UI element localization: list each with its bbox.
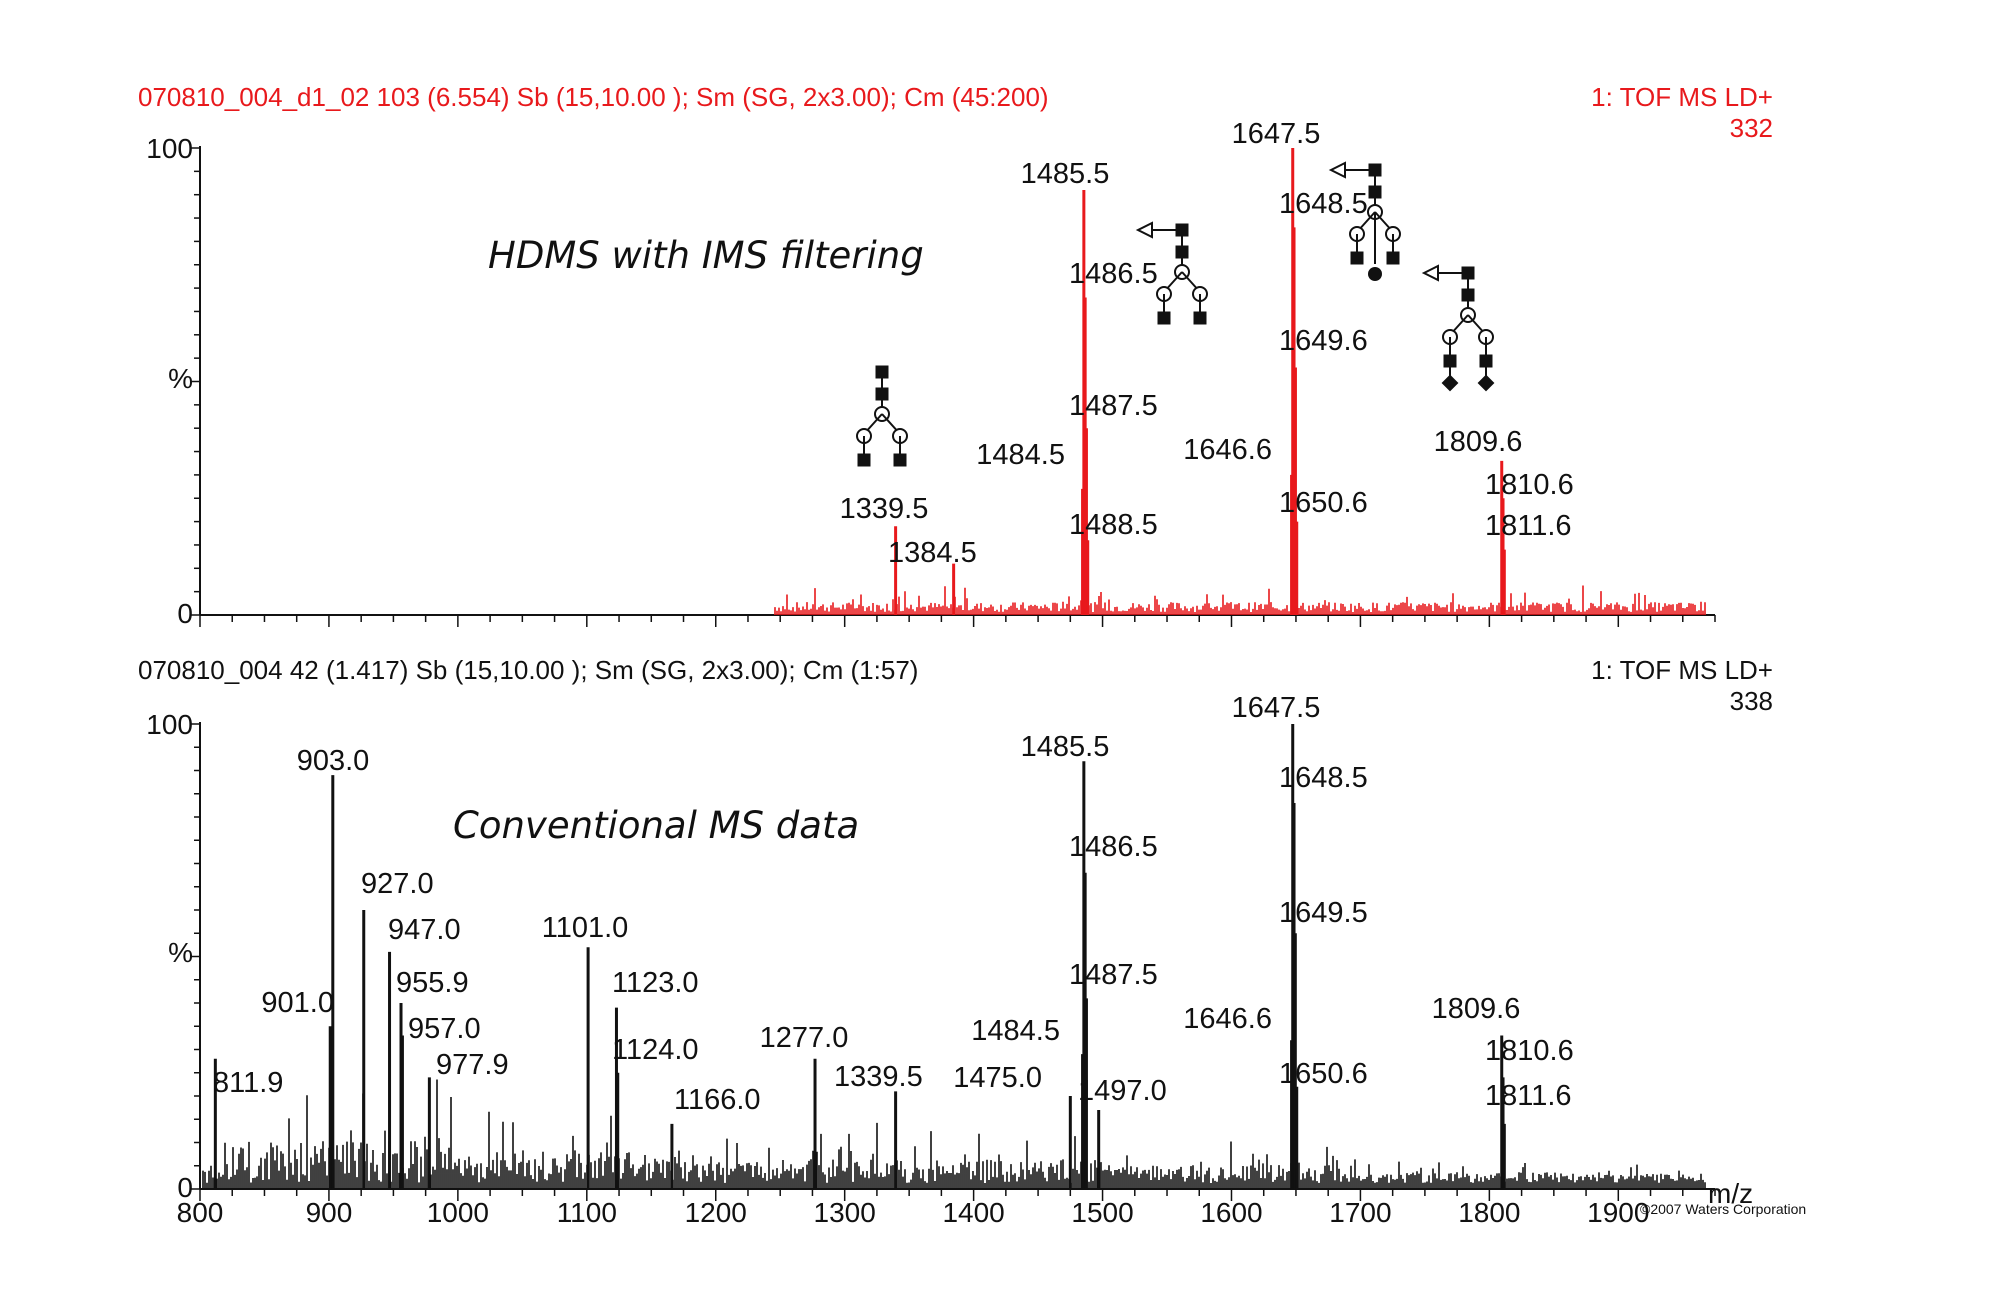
peak-label: 1650.6 [1279, 1058, 1368, 1090]
peak-label: 1647.5 [1232, 692, 1321, 724]
peak-label: 1484.5 [976, 439, 1065, 471]
glycan-structures-group [856, 161, 1495, 467]
peak-label: 1339.5 [840, 493, 929, 525]
peak-label: 1647.5 [1232, 118, 1321, 150]
peak-label: 1649.6 [1279, 325, 1368, 357]
peak-label: 1484.5 [971, 1015, 1060, 1047]
peak-label: 957.0 [408, 1013, 481, 1045]
peak-label: 977.9 [436, 1049, 509, 1081]
peak-label: 1497.0 [1078, 1075, 1167, 1107]
peak-label: 1101.0 [542, 912, 629, 944]
x-tick-label: 1500 [1071, 1197, 1133, 1228]
x-tick-label: 1800 [1458, 1197, 1520, 1228]
peak-label: 1124.0 [612, 1034, 699, 1066]
bottom-max-intensity: 338 [1730, 686, 1773, 716]
peak-label: 1650.6 [1279, 487, 1368, 519]
peak-label: 1339.5 [834, 1061, 923, 1093]
peak-label: 1809.6 [1434, 426, 1523, 458]
noise-baseline [202, 1079, 1706, 1189]
peak-label: 811.9 [213, 1067, 283, 1099]
top-header-right: 1: TOF MS LD+ [1591, 82, 1773, 112]
x-tick-label: 1700 [1329, 1197, 1391, 1228]
peak-label: 947.0 [388, 914, 461, 946]
peak-label: 1277.0 [760, 1022, 849, 1054]
x-tick-label: 1400 [942, 1197, 1004, 1228]
peak-label: 1809.6 [1432, 993, 1521, 1025]
top-ytick-100: 100 [146, 133, 193, 164]
peak-label: 1487.5 [1069, 390, 1158, 422]
x-tick-label: 1000 [427, 1197, 489, 1228]
peak-label: 955.9 [396, 967, 469, 999]
peak-label: 1123.0 [612, 967, 699, 999]
peak-label: 903.0 [297, 745, 370, 777]
peak-label: 1810.6 [1485, 469, 1574, 501]
peak-label: 1166.0 [674, 1084, 761, 1116]
peak-label: 927.0 [361, 868, 434, 900]
top-header-left: 070810_004_d1_02 103 (6.554) Sb (15,10.0… [138, 82, 1049, 112]
bottom-ytick-pct: % [168, 937, 193, 968]
x-tick-label: 1300 [814, 1197, 876, 1228]
x-tick-label: 1100 [557, 1197, 617, 1228]
peak-label: 1485.5 [1021, 731, 1110, 763]
copyright: ©2007 Waters Corporation [1640, 1201, 1806, 1217]
peak-label: 1486.5 [1069, 258, 1158, 290]
x-tick-label: 800 [177, 1197, 224, 1228]
peak-label: 1810.6 [1485, 1035, 1574, 1067]
bottom-header-right: 1: TOF MS LD+ [1591, 655, 1773, 685]
peak-label: 1648.5 [1279, 188, 1368, 220]
top-subtitle: HDMS with IMS filtering [488, 234, 924, 277]
peak-label: 1811.6 [1485, 1080, 1572, 1112]
top-max-intensity: 332 [1730, 113, 1773, 143]
glycan-structure-icon [1421, 264, 1495, 392]
x-tick-label: 1200 [685, 1197, 747, 1228]
x-tick-label: 1900 [1587, 1197, 1649, 1228]
noise-baseline [774, 585, 1706, 615]
x-tick-label: 1600 [1200, 1197, 1262, 1228]
glycan-structure-icon [856, 365, 908, 467]
peaks-group [213, 148, 1506, 1189]
bottom-subtitle: Conventional MS data [453, 804, 859, 847]
peak-labels-group: 1339.5 1384.5 1484.5 1485.5 1486.5 1487.5 1488… [213, 118, 1574, 1116]
peak-label: 1646.6 [1183, 1003, 1272, 1035]
glycan-structure-icon [1328, 161, 1401, 281]
peak-label: 1485.5 [1021, 158, 1110, 190]
peak-label: 1649.5 [1279, 897, 1368, 929]
top-ytick-0: 0 [177, 598, 193, 629]
glycan-structure-icon [1135, 221, 1208, 325]
peak-label: 1384.5 [888, 537, 977, 569]
bottom-ytick-100: 100 [146, 709, 193, 740]
peak-label: 1646.6 [1183, 434, 1272, 466]
peak-label: 1648.5 [1279, 762, 1368, 794]
peak-label: 901.0 [261, 987, 334, 1019]
top-ytick-pct: % [168, 363, 193, 394]
peak-label: 1488.5 [1069, 509, 1158, 541]
peak-label: 1487.5 [1069, 959, 1158, 991]
bottom-ytick-0: 0 [177, 1172, 193, 1203]
peak-label: 1811.6 [1485, 510, 1572, 542]
peak-label: 1475.0 [953, 1062, 1042, 1094]
peak-label: 1486.5 [1069, 831, 1158, 863]
bottom-header-left: 070810_004 42 (1.417) Sb (15,10.00 ); Sm… [138, 655, 918, 685]
x-tick-label: 900 [306, 1197, 353, 1228]
